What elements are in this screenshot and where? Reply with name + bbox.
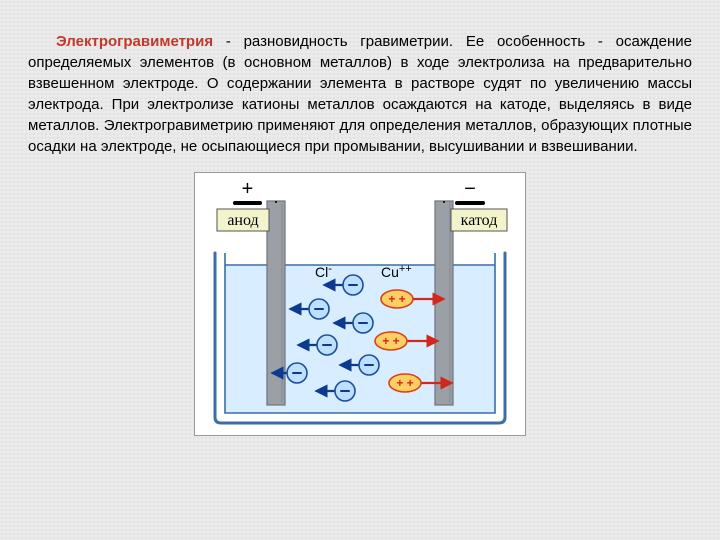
svg-text:−: − [464, 178, 476, 200]
svg-text:+ +: + + [382, 334, 399, 348]
description-paragraph: Электрогравиметрия - разновидность грави… [28, 31, 692, 157]
paragraph-body: - разновидность гравиметрии. Ее особенно… [28, 33, 692, 155]
svg-text:анод: анод [227, 212, 258, 229]
svg-text:+: + [242, 178, 254, 200]
svg-text:+ +: + + [396, 376, 413, 390]
figure-container: +−анодкатодCl-Cu+++ ++ ++ + [28, 172, 692, 436]
svg-text:катод: катод [461, 212, 498, 229]
svg-text:+ +: + + [388, 292, 405, 306]
electrolysis-diagram: +−анодкатодCl-Cu+++ ++ ++ + [194, 172, 526, 436]
term-electrogravimetry: Электрогравиметрия [56, 33, 213, 50]
